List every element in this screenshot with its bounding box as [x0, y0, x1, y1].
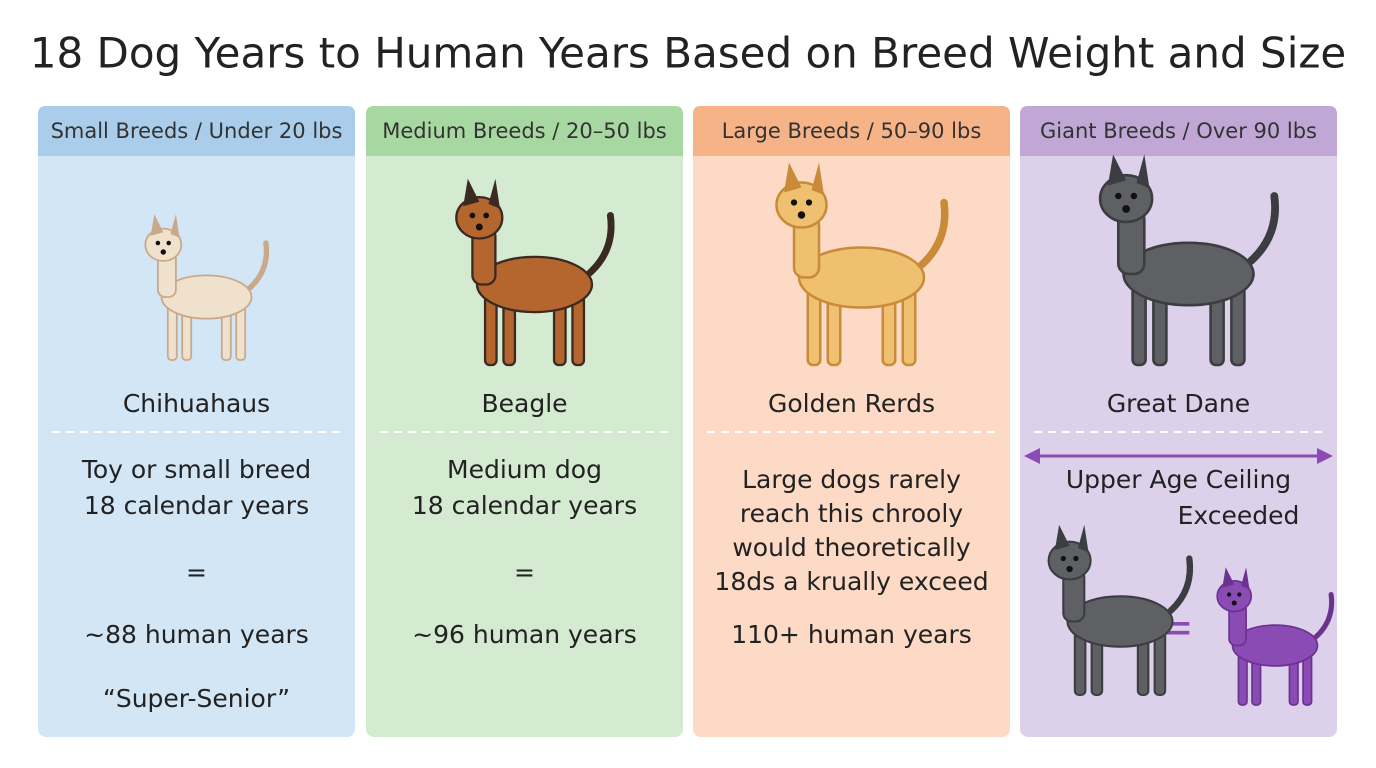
dog-ear [1054, 524, 1070, 551]
dog-ear [1241, 567, 1250, 590]
breed-column: Small Breeds / Under 20 lbs Chihuahaus Toy… [38, 106, 355, 737]
breed-column: Large Breeds / 50–90 lbs Golden Rerds Larg… [693, 106, 1010, 737]
breed-column: Medium Breeds / 20–50 lbs Beagle Medium do… [366, 106, 683, 737]
column-text: Exceeded [1178, 501, 1300, 530]
dog-tail [247, 240, 270, 291]
dog-tail [586, 212, 615, 277]
column-header: Large Breeds / 50–90 lbs [722, 119, 982, 143]
column-text: ~88 human years [84, 620, 309, 649]
breed-column: Giant Breeds / Over 90 lbs Great Dane Uppe… [1020, 106, 1337, 737]
dog-leg [806, 288, 822, 367]
column-header-band [366, 106, 683, 156]
dog-illustration [775, 162, 949, 367]
dog-eye [155, 240, 161, 246]
dog-leg [1153, 630, 1167, 697]
dog-eye [1115, 192, 1122, 200]
dog-head [455, 195, 504, 240]
dog-ear [1078, 524, 1089, 553]
breed-name: Chihuahaus [123, 389, 270, 418]
column-background [366, 106, 683, 737]
breed-name: Golden Rerds [768, 389, 935, 418]
dog-nose [160, 249, 166, 255]
column-text: Upper Age Ceiling [1066, 465, 1291, 494]
column-text: 18 calendar years [84, 491, 309, 520]
dog-ear [811, 162, 824, 195]
dog-leg [166, 305, 178, 361]
dog-ear [1136, 154, 1150, 189]
dog-eye [790, 199, 798, 206]
dog-nose [1066, 565, 1073, 573]
column-header: Giant Breeds / Over 90 lbs [1040, 119, 1317, 143]
column-background [38, 106, 355, 737]
dog-illustration [1047, 524, 1194, 697]
dog-leg [1230, 285, 1246, 367]
column-text: 18ds a krually exceed [714, 567, 988, 596]
dog-eye [1060, 555, 1066, 562]
column-header-band [1020, 106, 1337, 156]
dog-leg [1302, 653, 1313, 706]
column-text: = [186, 558, 207, 587]
dog-eye [805, 199, 813, 206]
dog-leg [1237, 653, 1248, 706]
column-text: “Super-Senior” [103, 684, 290, 713]
dog-nose [1231, 600, 1237, 606]
column-text: Toy or small breed [81, 455, 311, 484]
column-header: Small Breeds / Under 20 lbs [51, 119, 343, 143]
column-text: 18 calendar years [412, 491, 637, 520]
column-background [693, 106, 1010, 737]
dog-ear [150, 214, 164, 236]
column-background [1020, 106, 1337, 737]
dog-eye [469, 212, 476, 219]
dog-illustration [455, 178, 615, 367]
dog-illustration [1098, 154, 1279, 367]
breed-name: Beagle [481, 389, 567, 418]
dog-tail [1313, 591, 1335, 640]
column-text: = [514, 558, 535, 587]
dog-eye [166, 240, 171, 246]
dog-leg [1131, 285, 1147, 367]
dog-leg [901, 288, 917, 367]
dog-eye [1237, 592, 1242, 597]
dog-leg [235, 305, 247, 361]
dog-illustration [1216, 567, 1335, 706]
dog-tail [1246, 192, 1279, 265]
breed-name: Great Dane [1107, 389, 1250, 418]
dog-nose [475, 223, 483, 231]
dog-tail [917, 198, 949, 269]
column-text: Large dogs rarely [742, 465, 961, 494]
column-text: Medium dog [447, 455, 602, 484]
dog-head [775, 181, 828, 229]
dog-eye [1226, 592, 1232, 597]
dog-ear [1107, 154, 1127, 186]
dog-ear [488, 178, 500, 209]
dog-leg [1073, 630, 1087, 697]
column-text: ~96 human years [412, 620, 637, 649]
dog-eye [483, 212, 490, 219]
dog-tail [1167, 555, 1194, 615]
dog-nose [1122, 205, 1130, 213]
dog-head [1047, 540, 1092, 581]
dog-eye [1130, 192, 1138, 200]
dog-ear [170, 214, 180, 238]
column-header: Medium Breeds / 20–50 lbs [382, 119, 666, 143]
dog-leg [571, 294, 586, 367]
dog-ear [463, 178, 480, 207]
dog-head [1098, 173, 1154, 224]
dog-ear [784, 162, 802, 193]
dog-head [144, 227, 183, 262]
column-header-band [38, 106, 355, 156]
column-text: reach this chrooly [740, 499, 963, 528]
dog-ear [1222, 567, 1235, 588]
column-header-band [693, 106, 1010, 156]
dog-leg [483, 294, 498, 367]
dog-head [1216, 580, 1253, 613]
column-text: would theoretically [732, 533, 970, 562]
dog-nose [797, 211, 806, 219]
dog-illustration [144, 214, 270, 361]
dog-eye [1073, 555, 1079, 562]
title: 18 Dog Years to Human Years Based on Bre… [30, 29, 1347, 78]
column-text: 110+ human years [731, 620, 972, 649]
